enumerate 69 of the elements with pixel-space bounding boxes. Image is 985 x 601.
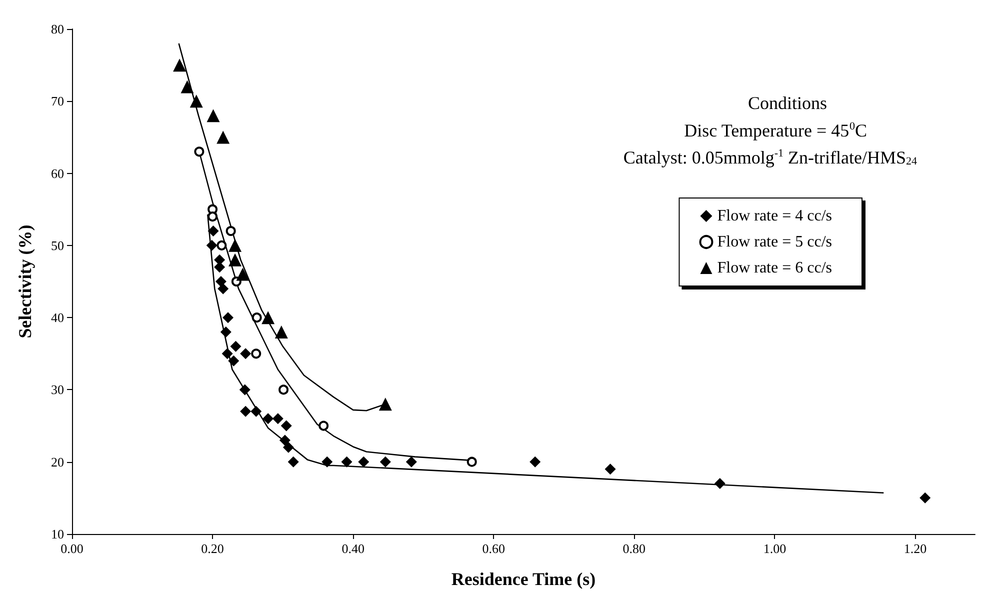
point [604, 464, 616, 475]
point [251, 348, 262, 359]
point [274, 326, 288, 338]
point [920, 492, 931, 504]
legend-label: Flow rate = 6 cc/s [717, 260, 832, 276]
point [228, 238, 242, 252]
y-axis-title: Selectivity (%) [15, 224, 35, 338]
point [222, 348, 233, 360]
point [280, 420, 292, 432]
x-axis-title: Residence Time (s) [451, 569, 596, 589]
point [278, 384, 289, 395]
point [358, 456, 370, 468]
point [239, 384, 250, 396]
point [380, 456, 391, 468]
point [230, 340, 242, 352]
point [173, 58, 186, 72]
point [222, 312, 234, 324]
point [226, 226, 236, 236]
point [190, 94, 203, 108]
point [220, 326, 232, 338]
point [714, 478, 726, 489]
y-tick-label: 60 [51, 166, 64, 181]
point [288, 456, 299, 468]
point [318, 420, 329, 431]
point [530, 456, 541, 468]
point [262, 311, 275, 324]
point [194, 146, 204, 157]
x-tick-label: 0.40 [342, 541, 364, 556]
point [279, 434, 290, 446]
point [228, 355, 240, 366]
x-tick-label: 0.60 [482, 541, 506, 556]
point [282, 442, 294, 453]
point [378, 398, 392, 411]
point [216, 130, 230, 144]
point [216, 240, 227, 250]
point [208, 226, 219, 236]
x-tick-label: 0.80 [622, 541, 646, 556]
point [322, 456, 333, 468]
point [406, 456, 417, 468]
annotation: Conditions [748, 93, 827, 113]
point [250, 406, 262, 417]
x-tick-label: 1.00 [763, 541, 786, 556]
point [240, 348, 252, 360]
y-tick-label: 50 [51, 238, 64, 253]
point [466, 456, 477, 467]
point [228, 253, 242, 266]
point [180, 80, 194, 94]
point [206, 109, 220, 122]
point [208, 212, 218, 222]
point [252, 312, 262, 323]
y-tick-label: 70 [51, 94, 64, 109]
x-tick-label: 0.00 [60, 541, 84, 556]
y-tick-label: 80 [51, 22, 64, 36]
point [262, 413, 274, 424]
point [272, 413, 284, 424]
legend-label: Flow rate = 5 cc/s [717, 234, 832, 250]
y-tick-label: 40 [51, 310, 64, 326]
point [206, 240, 218, 251]
y-tick-label: 10 [51, 526, 64, 542]
y-tick-label: 30 [51, 382, 64, 398]
point [215, 276, 226, 287]
y-tick-label: 20 [51, 454, 64, 470]
point [218, 283, 229, 294]
x-tick-label: 1.20 [904, 541, 927, 556]
x-tick-label: 0.20 [201, 541, 224, 556]
point [240, 406, 252, 417]
legend-label: Flow rate = 4 cc/s [717, 208, 832, 224]
point [236, 268, 250, 281]
point [341, 456, 352, 468]
